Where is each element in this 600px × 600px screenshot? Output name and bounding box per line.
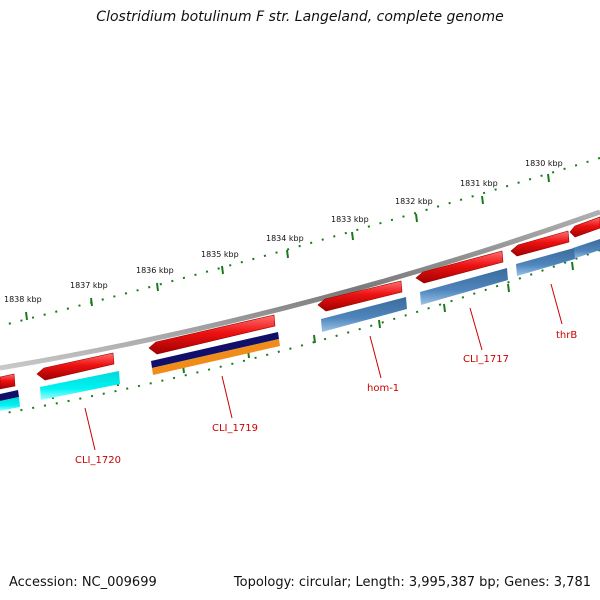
feature-bar-navy[interactable] <box>0 390 19 401</box>
gene-label-thrB[interactable]: thrB <box>556 330 577 341</box>
major-tick <box>351 231 354 241</box>
ruler-major-ticks <box>25 173 550 321</box>
map-title: Clostridium botulinum F str. Langeland, … <box>96 9 504 25</box>
major-tick <box>156 282 159 292</box>
feature-bar-steel[interactable] <box>516 248 575 276</box>
major-tick <box>481 195 484 205</box>
gene-label-cli-1717[interactable]: CLI_1717 <box>463 354 509 365</box>
kbp-label: 1831 kbp <box>460 179 498 188</box>
reverse-strand-features <box>0 239 600 411</box>
major-tick <box>90 297 93 307</box>
feature-bar-orange[interactable] <box>152 339 280 375</box>
kbp-label: 1836 kbp <box>136 266 174 275</box>
inner-tick <box>571 261 574 271</box>
kbp-label: 1838 kbp <box>4 295 42 304</box>
gene-arrow[interactable] <box>415 250 504 284</box>
forward-strand-genes <box>0 216 600 390</box>
feature-bar-steel[interactable] <box>573 239 600 259</box>
kbp-label: 1832 kbp <box>395 197 433 206</box>
kbp-label: 1837 kbp <box>70 281 108 290</box>
gene-arrow[interactable] <box>569 216 600 238</box>
major-tick <box>286 249 289 259</box>
major-tick <box>547 173 550 183</box>
inner-tick <box>378 319 381 329</box>
accession-text: Accession: NC_009699 <box>9 575 157 590</box>
inner-tick <box>507 283 510 293</box>
leader-line <box>84 407 96 451</box>
kbp-ruler: 1830 kbp 1831 kbp 1832 kbp 1833 kbp 1834… <box>0 157 600 327</box>
leader-line <box>369 335 382 379</box>
inner-tick <box>313 334 316 344</box>
inner-tick <box>443 303 446 313</box>
gene-arrow[interactable] <box>36 352 115 381</box>
ruler-dotted-arc <box>0 157 600 327</box>
genome-backbone <box>0 209 600 371</box>
leader-line <box>550 283 563 325</box>
feature-bar-steel[interactable] <box>420 268 508 305</box>
feature-bar-cyan[interactable] <box>40 371 120 400</box>
major-tick <box>25 311 28 321</box>
kbp-label: 1830 kbp <box>525 159 563 168</box>
label-leaders <box>84 283 563 451</box>
major-tick <box>221 265 224 275</box>
major-tick <box>415 213 418 223</box>
kbp-label: 1835 kbp <box>201 250 239 259</box>
gene-label-hom-1[interactable]: hom-1 <box>367 383 399 394</box>
gene-label-cli-1720[interactable]: CLI_1720 <box>75 455 121 466</box>
feature-bar-cyan[interactable] <box>0 397 20 411</box>
gene-arrow[interactable] <box>0 373 16 390</box>
gene-arrow[interactable] <box>148 314 276 355</box>
gene-label-cli-1719[interactable]: CLI_1719 <box>212 423 258 434</box>
feature-bar-navy[interactable] <box>151 332 279 368</box>
gene-arrow[interactable] <box>510 230 570 257</box>
kbp-label: 1833 kbp <box>331 215 369 224</box>
leader-line <box>469 307 483 351</box>
feature-bar-steel[interactable] <box>321 297 407 332</box>
leader-line <box>221 375 233 419</box>
genome-summary-text: Topology: circular; Length: 3,995,387 bp… <box>233 575 591 590</box>
kbp-label: 1834 kbp <box>266 234 304 243</box>
gene-arrow[interactable] <box>317 280 403 312</box>
